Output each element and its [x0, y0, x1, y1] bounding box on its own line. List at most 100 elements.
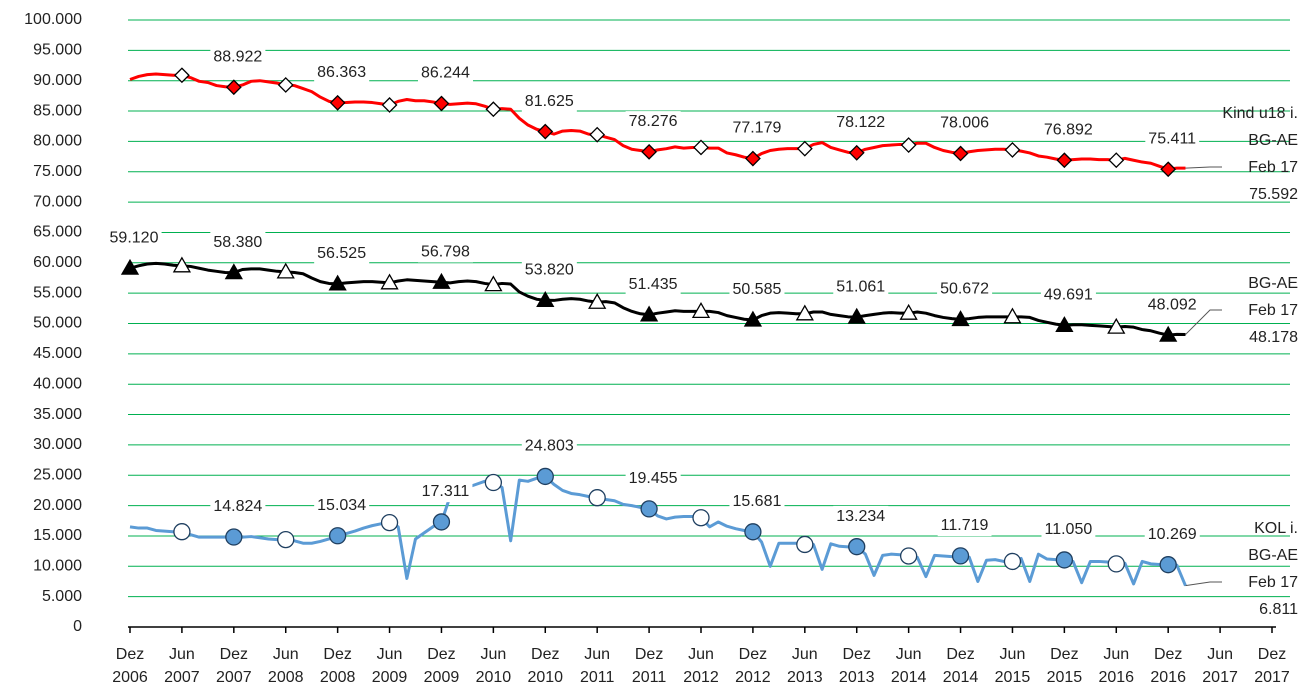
label-bg: [625, 111, 681, 133]
marker: [224, 263, 243, 280]
marker: [639, 305, 659, 322]
marker: [484, 473, 503, 492]
data-label: 78.122: [836, 114, 885, 131]
data-label: 51.061: [836, 278, 885, 295]
x-tick-label: Jun 2015: [995, 646, 1031, 686]
marker: [536, 467, 554, 486]
marker: [795, 304, 814, 321]
marker: [329, 94, 346, 111]
marker: [172, 256, 192, 273]
label-bg: [1145, 128, 1200, 150]
marker: [847, 307, 866, 324]
marker: [900, 137, 917, 153]
marker: [744, 150, 761, 167]
data-label: 17.311: [422, 483, 470, 500]
data-label: 88.922: [213, 48, 262, 65]
y-tick-label: 10.000: [33, 558, 82, 575]
x-tick-label: Jun 2016: [1098, 646, 1134, 686]
label-bg: [937, 278, 993, 300]
marker: [120, 258, 140, 275]
y-tick-label: 30.000: [33, 436, 82, 453]
marker: [1055, 316, 1074, 333]
label-bg: [625, 468, 681, 490]
label-bg: [314, 243, 370, 265]
marker: [225, 528, 243, 546]
grid: [128, 19, 1290, 598]
x-tick-label: Jun 2010: [476, 646, 512, 686]
marker: [1003, 552, 1022, 571]
end-value: 75.592: [1249, 186, 1298, 203]
marker: [588, 489, 606, 507]
label-bg: [417, 241, 474, 263]
label-bg: [210, 496, 266, 518]
marker: [328, 527, 347, 545]
data-label: 50.585: [732, 281, 781, 298]
marker: [380, 513, 399, 532]
label-bg: [417, 62, 474, 84]
x-tick-label: Dez 2006: [112, 646, 148, 686]
data-label: 51.435: [629, 276, 678, 293]
label-bg: [729, 279, 785, 301]
data-label: 56.525: [317, 245, 366, 262]
label-bg: [314, 494, 370, 516]
leader-line: [1185, 166, 1222, 169]
leader-line: [1185, 309, 1222, 335]
label-bg: [314, 61, 370, 84]
data-label: 81.625: [525, 93, 574, 110]
data-label: 49.691: [1044, 287, 1093, 304]
data-label: 15.681: [732, 493, 781, 510]
label-bg: [1041, 519, 1096, 541]
y-tick-label: 0: [73, 618, 82, 635]
label-bg: [1144, 523, 1200, 545]
marker: [744, 523, 762, 541]
label-bg: [833, 276, 889, 298]
data-label: 86.244: [421, 65, 470, 82]
marker: [433, 95, 450, 112]
data-label: 86.363: [317, 64, 366, 81]
x-tick-label: Dez 2011: [632, 646, 667, 686]
marker: [276, 262, 295, 279]
marker: [743, 310, 763, 327]
marker: [1107, 555, 1125, 573]
marker: [173, 67, 190, 84]
y-tick-label: 50.000: [33, 315, 82, 332]
end-date: Feb 17: [1248, 302, 1298, 319]
end-value: 48.178: [1249, 329, 1298, 346]
data-label: 11.050: [1044, 521, 1092, 538]
marker: [641, 143, 658, 160]
end-value: 6.811: [1259, 601, 1298, 618]
y-tick-label: 45.000: [33, 345, 82, 362]
y-tick-label: 85.000: [33, 102, 82, 119]
marker: [381, 97, 398, 113]
end-label: KOL i. BG-AE Feb 17 6.811: [1240, 515, 1298, 623]
x-tick-label: Dez 2013: [839, 646, 875, 686]
data-label: 50.672: [940, 281, 989, 298]
end-date: Feb 17: [1248, 159, 1298, 176]
data-label: 19.455: [629, 470, 678, 487]
x-tick-label: Dez 2008: [320, 646, 356, 686]
y-tick-label: 15.000: [33, 527, 82, 544]
data-label: 14.824: [213, 498, 262, 515]
x-tick-label: Dez 2017: [1254, 646, 1290, 686]
leader-line: [1185, 581, 1222, 587]
y-tick-label: 60.000: [33, 254, 82, 271]
marker: [1003, 307, 1022, 324]
data-label: 75.411: [1148, 130, 1196, 147]
data-label: 78.006: [940, 115, 989, 132]
label-bg: [106, 227, 162, 249]
marker: [796, 535, 814, 554]
y-tick-label: 75.000: [33, 163, 82, 180]
marker: [588, 292, 607, 309]
marker: [485, 101, 502, 118]
marker: [899, 547, 918, 565]
y-tick-label: 25.000: [33, 466, 82, 483]
y-tick-label: 35.000: [33, 406, 82, 423]
marker: [951, 547, 970, 565]
label-bg: [418, 481, 473, 503]
data-label: 78.276: [629, 113, 678, 130]
x-tick-label: Jun 2017: [1202, 646, 1238, 686]
label-bg: [625, 274, 681, 296]
marker: [899, 303, 918, 320]
marker: [328, 274, 347, 291]
